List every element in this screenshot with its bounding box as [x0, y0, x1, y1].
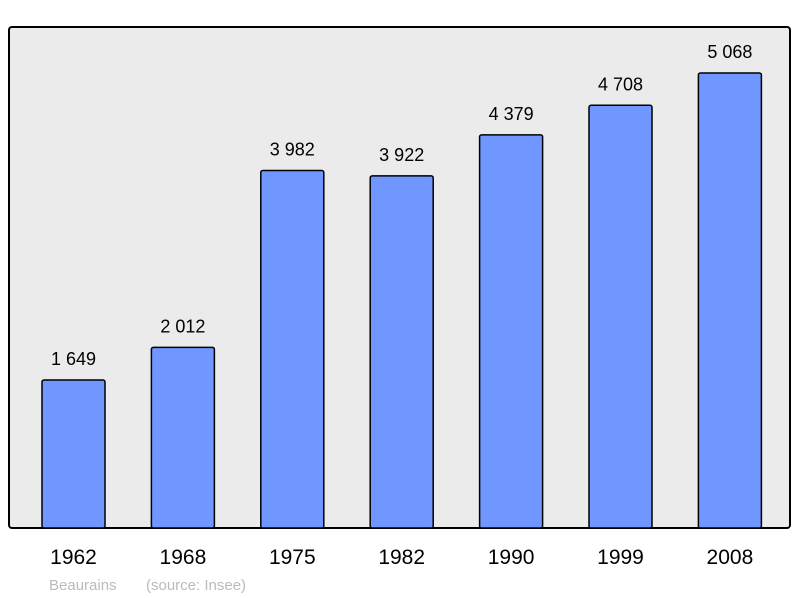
x-tick-label-1975: 1975 [269, 546, 316, 569]
value-label-1975: 3 982 [270, 139, 315, 159]
bar-2008 [697, 72, 763, 529]
bar-1962 [41, 379, 106, 529]
bar-1990 [478, 134, 544, 529]
x-tick-label-2008: 2008 [707, 546, 754, 569]
value-label-1982: 3 922 [379, 145, 424, 165]
value-label-1999: 4 708 [598, 74, 643, 94]
value-label-1990: 4 379 [489, 104, 534, 124]
x-tick-label-1990: 1990 [488, 546, 535, 569]
x-tick-label-1982: 1982 [378, 546, 425, 569]
value-label-1968: 2 012 [160, 316, 205, 336]
bar-1999 [588, 104, 653, 529]
bar-1975 [260, 169, 325, 529]
value-label-2008: 5 068 [707, 42, 752, 62]
caption-source: (source: Insee) [146, 577, 246, 594]
bar-1982 [369, 175, 434, 529]
x-tick-label-1962: 1962 [50, 546, 97, 569]
value-label-1962: 1 649 [51, 349, 96, 369]
bar-1968 [150, 346, 216, 529]
caption-place: Beaurains [49, 577, 117, 594]
x-tick-label-1968: 1968 [160, 546, 207, 569]
x-tick-label-1999: 1999 [597, 546, 644, 569]
